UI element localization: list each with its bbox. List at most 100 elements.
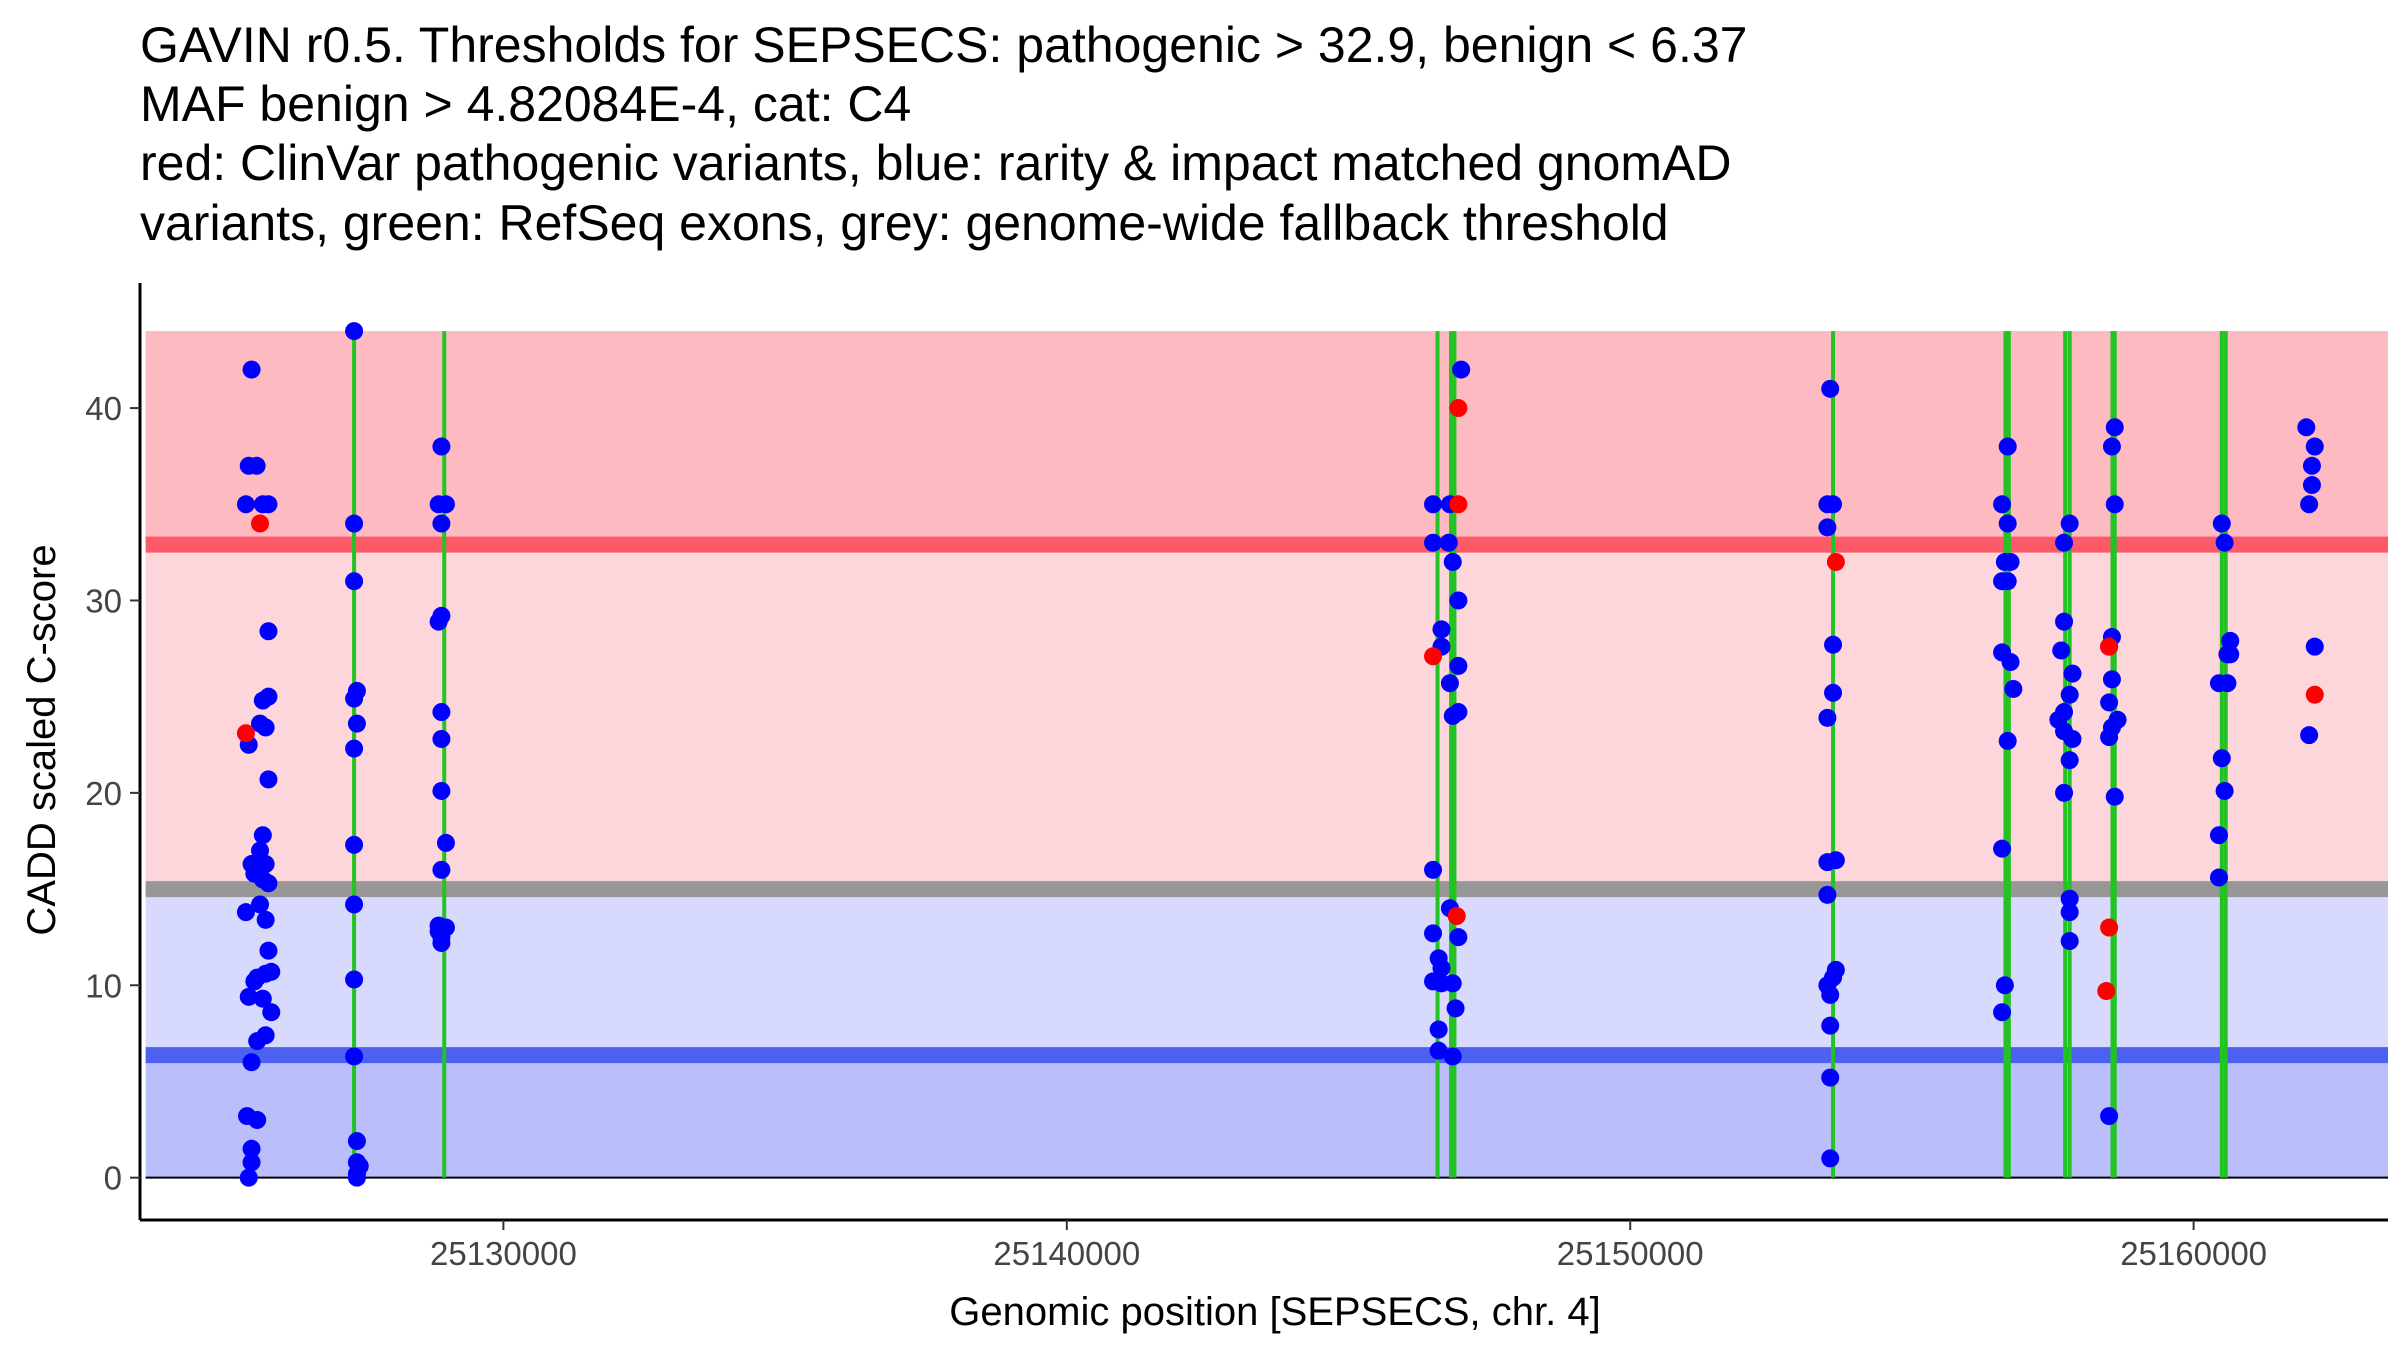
gnomad-point-107 xyxy=(1818,885,1837,904)
gnomad-point-172 xyxy=(2305,637,2324,656)
gnomad-point-98 xyxy=(1821,379,1840,398)
gnomad-point-6 xyxy=(259,495,278,514)
gnomad-point-71 xyxy=(432,933,451,952)
x-tick-label-25150000: 25150000 xyxy=(1557,1235,1704,1272)
chart-title-line-4: variants, green: RefSeq exons, grey: gen… xyxy=(140,195,1669,251)
gnomad-point-22 xyxy=(236,903,255,922)
gnomad-point-58 xyxy=(436,495,455,514)
gnomad-point-34 xyxy=(242,1053,261,1072)
gnomad-point-125 xyxy=(1998,731,2017,750)
gnomad-point-9 xyxy=(253,691,272,710)
gnomad-point-149 xyxy=(2102,670,2121,689)
gnomad-point-4 xyxy=(236,495,255,514)
gnomad-point-126 xyxy=(1993,839,2012,858)
gnomad-point-164 xyxy=(2215,781,2234,800)
gnomad-point-87 xyxy=(1449,928,1468,947)
gnomad-point-59 xyxy=(432,514,451,533)
gnomad-point-153 xyxy=(2100,728,2119,747)
gnomad-point-156 xyxy=(2212,514,2231,533)
gnomad-point-166 xyxy=(2209,868,2228,887)
gnomad-point-123 xyxy=(2001,653,2020,672)
gnomad-point-97 xyxy=(1452,360,1471,379)
gnomad-point-89 xyxy=(1432,958,1451,977)
below-fallback-zone xyxy=(145,889,2389,1056)
gnomad-point-114 xyxy=(1821,1149,1840,1168)
gnomad-point-158 xyxy=(2221,631,2240,650)
gnomad-point-167 xyxy=(2297,418,2316,437)
gnomad-point-171 xyxy=(2300,495,2319,514)
gnomad-point-55 xyxy=(347,1168,366,1187)
gnomad-point-24 xyxy=(259,941,278,960)
x-axis-title: Genomic position [SEPSECS, chr. 4] xyxy=(949,1290,1600,1334)
clinvar-point-1 xyxy=(251,514,270,533)
gnomad-point-41 xyxy=(345,514,364,533)
gnomad-point-129 xyxy=(2060,514,2079,533)
gnomad-point-116 xyxy=(1993,495,2012,514)
gnomad-point-20 xyxy=(259,874,278,893)
gnomad-point-154 xyxy=(2105,787,2124,806)
y-axis-title: CADD scaled C-score xyxy=(20,544,64,935)
x-tick-label-25130000: 25130000 xyxy=(430,1235,577,1272)
x-tick-label-25160000: 25160000 xyxy=(2120,1235,2267,1272)
gnomad-point-31 xyxy=(262,1003,281,1022)
gnomad-point-44 xyxy=(345,689,364,708)
gnomad-point-143 xyxy=(2060,932,2079,951)
gnomad-point-83 xyxy=(1443,706,1462,725)
y-tick-label-40: 40 xyxy=(85,390,122,427)
gnomad-point-56 xyxy=(432,437,451,456)
gnomad-point-21 xyxy=(251,895,270,914)
gnomad-point-93 xyxy=(1446,999,1465,1018)
gnomad-point-47 xyxy=(345,835,364,854)
gnomad-point-169 xyxy=(2302,456,2321,475)
gnomad-point-170 xyxy=(2302,476,2321,495)
gnomad-point-134 xyxy=(2060,685,2079,704)
gnomad-point-74 xyxy=(1424,533,1443,552)
gnomad-point-46 xyxy=(345,739,364,758)
clinvar-point-4 xyxy=(1449,495,1468,514)
gnomad-point-168 xyxy=(2305,437,2324,456)
gnomad-point-62 xyxy=(432,703,451,722)
gnomad-point-155 xyxy=(2100,1107,2119,1126)
gnomad-point-162 xyxy=(2218,674,2237,693)
gnomad-point-173 xyxy=(2300,726,2319,745)
clinvar-point-8 xyxy=(2100,637,2119,656)
gnomad-point-92 xyxy=(1432,974,1451,993)
gnomad-point-103 xyxy=(1824,683,1843,702)
gnomad-point-119 xyxy=(2001,552,2020,571)
gnomad-point-38 xyxy=(242,1153,261,1172)
y-tick-label-10: 10 xyxy=(85,967,122,1004)
above-fallback-zone xyxy=(145,544,2389,890)
gnomad-point-14 xyxy=(253,826,272,845)
gnomad-point-36 xyxy=(248,1110,267,1129)
clinvar-point-6 xyxy=(1447,907,1466,926)
clinvar-point-10 xyxy=(2097,982,2116,1001)
gnomad-point-23 xyxy=(256,910,275,929)
gnomad-point-130 xyxy=(2055,533,2074,552)
gnomad-point-29 xyxy=(239,987,258,1006)
gnomad-point-75 xyxy=(1439,533,1458,552)
gnomad-point-160 xyxy=(2221,645,2240,664)
clinvar-point-3 xyxy=(1449,399,1468,418)
gnomad-point-102 xyxy=(1824,635,1843,654)
gnomad-point-63 xyxy=(432,729,451,748)
benign-zone xyxy=(145,1055,2389,1178)
gnomad-point-66 xyxy=(432,860,451,879)
clinvar-point-7 xyxy=(1826,552,1845,571)
gnomad-point-142 xyxy=(2060,903,2079,922)
gnomad-point-106 xyxy=(1826,851,1845,870)
clinvar-point-11 xyxy=(2305,685,2324,704)
gnomad-point-3 xyxy=(247,456,266,475)
gnomad-point-115 xyxy=(1998,437,2017,456)
gnomad-point-7 xyxy=(259,622,278,641)
gnomad-point-132 xyxy=(2052,641,2071,660)
gnomad-point-113 xyxy=(1821,1068,1840,1087)
gnomad-point-94 xyxy=(1429,1020,1448,1039)
y-tick-label-30: 30 xyxy=(85,582,122,619)
y-tick-label-20: 20 xyxy=(85,775,122,812)
gnomad-point-121 xyxy=(1998,572,2017,591)
gnomad-point-76 xyxy=(1443,552,1462,571)
x-tick-label-25140000: 25140000 xyxy=(993,1235,1140,1272)
gnomad-point-96 xyxy=(1443,1047,1462,1066)
gnomad-point-112 xyxy=(1821,1016,1840,1035)
